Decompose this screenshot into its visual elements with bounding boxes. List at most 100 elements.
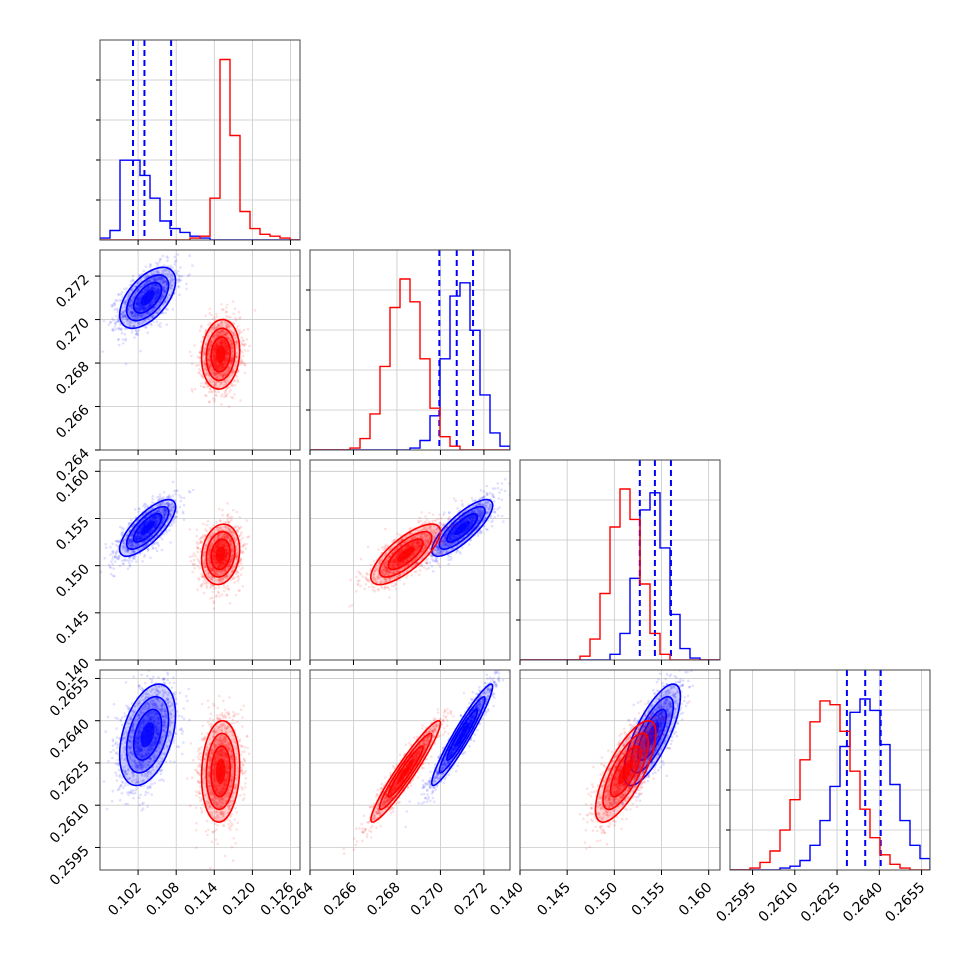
scatter-point <box>142 307 146 311</box>
scatter-point <box>129 310 132 314</box>
scatter-point <box>153 542 157 545</box>
scatter-point <box>237 310 241 314</box>
scatter-point <box>128 522 131 525</box>
scatter-point <box>148 288 152 291</box>
scatter-point <box>121 531 124 535</box>
scatter-point <box>173 260 177 264</box>
scatter-point <box>161 275 164 279</box>
scatter-point <box>129 305 132 308</box>
scatter-point <box>242 328 246 332</box>
scatter-point <box>113 308 116 312</box>
scatter-point <box>143 305 146 309</box>
scatter-point <box>107 323 111 327</box>
scatter-point <box>231 300 235 303</box>
scatter-point <box>130 304 133 307</box>
scatter-point <box>138 313 141 317</box>
scatter-point <box>155 270 159 274</box>
scatter-point <box>177 278 180 282</box>
scatter-point <box>138 304 142 308</box>
scatter-point <box>148 303 152 306</box>
scatter-point <box>140 314 144 317</box>
scatter-point <box>124 315 127 319</box>
scatter-point <box>140 285 143 289</box>
scatter-point <box>166 256 170 260</box>
scatter-point <box>157 290 161 294</box>
scatter-point <box>120 526 124 530</box>
scatter-point <box>200 340 203 343</box>
scatter-point <box>118 327 122 331</box>
scatter-point <box>157 292 160 295</box>
scatter-point <box>190 354 193 358</box>
scatter-point <box>144 276 148 280</box>
scatter-point <box>122 314 125 318</box>
scatter-point <box>144 289 147 292</box>
scatter-point <box>226 587 230 591</box>
scatter-point <box>134 292 138 296</box>
scatter-point <box>123 314 126 317</box>
scatter-point <box>217 390 220 394</box>
scatter-point <box>130 314 133 318</box>
scatter-point <box>136 307 140 311</box>
scatter-point <box>146 286 149 290</box>
scatter-point <box>135 306 138 310</box>
scatter-point <box>223 589 226 593</box>
scatter-point <box>112 319 115 322</box>
scatter-point <box>164 279 168 283</box>
scatter-point <box>241 351 244 354</box>
scatter-point <box>130 310 134 314</box>
scatter-point <box>142 291 145 294</box>
scatter-point <box>220 395 223 398</box>
scatter-point <box>191 554 194 558</box>
scatter-point <box>147 304 150 307</box>
scatter-point <box>156 276 160 280</box>
scatter-point <box>166 259 169 263</box>
scatter-point <box>134 316 138 320</box>
scatter-point <box>124 313 127 316</box>
scatter-point <box>111 562 114 566</box>
scatter-point <box>196 564 200 568</box>
scatter-point <box>156 311 159 314</box>
scatter-point <box>138 309 141 313</box>
scatter-point <box>135 290 138 293</box>
scatter-point <box>193 344 196 347</box>
scatter-panel-1-0 <box>95 249 301 455</box>
scatter-point <box>110 305 114 308</box>
scatter-point <box>150 300 154 304</box>
scatter-point <box>138 305 142 309</box>
histogram-panel-0 <box>96 39 301 245</box>
scatter-point <box>137 307 140 311</box>
scatter-point <box>139 307 142 310</box>
scatter-point <box>149 556 152 560</box>
scatter-point <box>140 321 144 325</box>
scatter-point <box>150 303 153 306</box>
hist-series-0 <box>310 282 510 450</box>
scatter-point <box>124 315 127 319</box>
scatter-point <box>217 586 221 589</box>
scatter-point <box>157 278 160 282</box>
scatter-point <box>115 307 118 311</box>
scatter-point <box>148 303 152 307</box>
scatter-point <box>133 313 137 317</box>
scatter-point <box>221 513 224 517</box>
scatter-point <box>143 307 146 310</box>
scatter-point <box>162 278 166 282</box>
scatter-point <box>120 317 124 320</box>
scatter-point <box>163 285 167 288</box>
scatter-point <box>117 293 121 296</box>
scatter-point <box>198 356 202 360</box>
scatter-point <box>152 297 156 300</box>
scatter-point <box>162 264 166 267</box>
scatter-point <box>123 558 126 562</box>
scatter-point <box>140 314 143 318</box>
scatter-point <box>127 294 130 298</box>
scatter-point <box>114 320 118 324</box>
scatter-point <box>123 327 127 330</box>
scatter-point <box>169 273 173 277</box>
scatter-point <box>188 273 191 276</box>
scatter-point <box>156 288 159 291</box>
scatter-point <box>137 322 141 325</box>
scatter-point <box>136 297 140 300</box>
scatter-point <box>165 282 169 286</box>
scatter-point <box>215 520 218 524</box>
scatter-point <box>173 269 177 272</box>
